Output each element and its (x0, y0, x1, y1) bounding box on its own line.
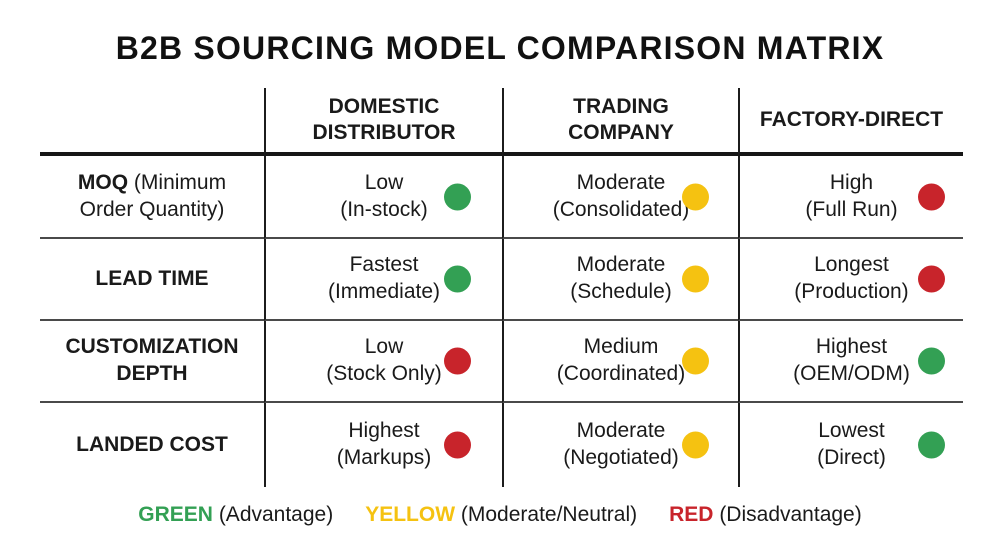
page-title: B2B SOURCING MODEL COMPARISON MATRIX (115, 30, 885, 66)
status-dot-yellow (682, 431, 709, 459)
row-label-landed-cost: LANDED COST (40, 403, 264, 487)
matrix-cell-leadtime-trading: Moderate (Schedule) (502, 239, 738, 321)
matrix-cell-landedcost-factory: Lowest (Direct) (738, 403, 963, 487)
column-header-line: FACTORY-DIRECT (759, 107, 944, 131)
row-label-strong: LANDED COST (76, 432, 228, 456)
row-label-strong: LEAD TIME (95, 266, 209, 290)
cell-detail: (In-stock) (340, 197, 428, 221)
status-dot-green (444, 265, 471, 293)
matrix-cell-customization-trading: Medium (Coordinated) (502, 321, 738, 403)
cell-value: Highest (348, 419, 420, 443)
cell-detail: (Coordinated) (556, 362, 686, 385)
column-header-trading-company: TRADING COMPANY (502, 88, 738, 156)
cell-detail: (Direct) (817, 446, 886, 469)
cell-value: High (829, 170, 874, 194)
matrix-cell-customization-factory: Highest (OEM/ODM) (738, 321, 963, 403)
legend-item-red: RED (Disadvantage) (669, 503, 862, 527)
column-header-factory-direct: FACTORY-DIRECT (738, 88, 963, 156)
color-legend: GREEN (Advantage) YELLOW (Moderate/Neutr… (0, 503, 1000, 527)
matrix-cell-leadtime-domestic: Fastest (Immediate) (264, 239, 502, 321)
status-dot-red (444, 347, 471, 375)
legend-item-green: GREEN (Advantage) (138, 503, 333, 527)
legend-term: RED (669, 503, 714, 526)
row-label-moq: MOQ (Minimum Order Quantity) (40, 156, 264, 239)
column-header-line: DOMESTIC (328, 94, 440, 118)
column-header-line: COMPANY (568, 121, 674, 144)
comparison-matrix: DOMESTIC DISTRIBUTOR TRADING COMPANY FAC… (40, 88, 963, 487)
matrix-cell-moq-domestic: Low (In-stock) (264, 156, 502, 239)
matrix-cell-landedcost-domestic: Highest (Markups) (264, 403, 502, 487)
legend-term: GREEN (138, 503, 213, 526)
column-header-line: TRADING (573, 94, 669, 118)
row-label-strong: MOQ (77, 170, 129, 194)
row-label-rest: (Minimum Order Quantity) (79, 170, 227, 221)
status-dot-yellow (682, 265, 709, 293)
cell-detail: (Full Run) (805, 197, 898, 221)
legend-desc: (Moderate/Neutral) (460, 503, 638, 526)
status-dot-red (918, 265, 945, 293)
cell-value: Lowest (818, 419, 885, 443)
header-corner-cell (40, 88, 264, 156)
cell-detail: (Markups) (336, 446, 432, 469)
cell-detail: (Immediate) (327, 280, 441, 303)
column-header-line: DISTRIBUTOR (312, 121, 456, 144)
cell-value: Moderate (576, 419, 666, 443)
cell-value: Low (364, 170, 404, 194)
cell-value: Fastest (349, 253, 419, 277)
matrix-cell-moq-factory: High (Full Run) (738, 156, 963, 239)
legend-desc: (Advantage) (218, 503, 334, 526)
cell-detail: (Consolidated) (552, 197, 690, 221)
matrix-cell-moq-trading: Moderate (Consolidated) (502, 156, 738, 239)
status-dot-yellow (682, 183, 709, 210)
row-label-customization-depth: CUSTOMIZATION DEPTH (40, 321, 264, 403)
cell-value: Moderate (576, 170, 666, 194)
row-label-strong: CUSTOMIZATION DEPTH (65, 335, 239, 385)
status-dot-yellow (682, 347, 709, 375)
status-dot-red (918, 183, 945, 210)
legend-item-yellow: YELLOW (Moderate/Neutral) (365, 503, 637, 527)
matrix-cell-customization-domestic: Low (Stock Only) (264, 321, 502, 403)
cell-value: Low (364, 335, 404, 359)
cell-detail: (Production) (794, 280, 909, 303)
matrix-cell-leadtime-factory: Longest (Production) (738, 239, 963, 321)
cell-value: Highest (815, 335, 888, 359)
matrix-cell-landedcost-trading: Moderate (Negotiated) (502, 403, 738, 487)
status-dot-red (444, 431, 471, 459)
legend-desc: (Disadvantage) (719, 503, 862, 526)
cell-detail: (Negotiated) (563, 446, 679, 469)
status-dot-green (918, 347, 945, 375)
cell-value: Medium (583, 335, 659, 359)
cell-value: Longest (814, 253, 889, 277)
column-header-domestic-distributor: DOMESTIC DISTRIBUTOR (264, 88, 502, 156)
cell-detail: (Schedule) (570, 280, 672, 303)
legend-term: YELLOW (365, 503, 456, 526)
status-dot-green (918, 431, 945, 459)
cell-detail: (Stock Only) (326, 362, 442, 385)
status-dot-green (444, 183, 471, 210)
row-label-lead-time: LEAD TIME (40, 239, 264, 321)
cell-detail: (OEM/ODM) (793, 362, 910, 385)
cell-value: Moderate (576, 253, 666, 277)
